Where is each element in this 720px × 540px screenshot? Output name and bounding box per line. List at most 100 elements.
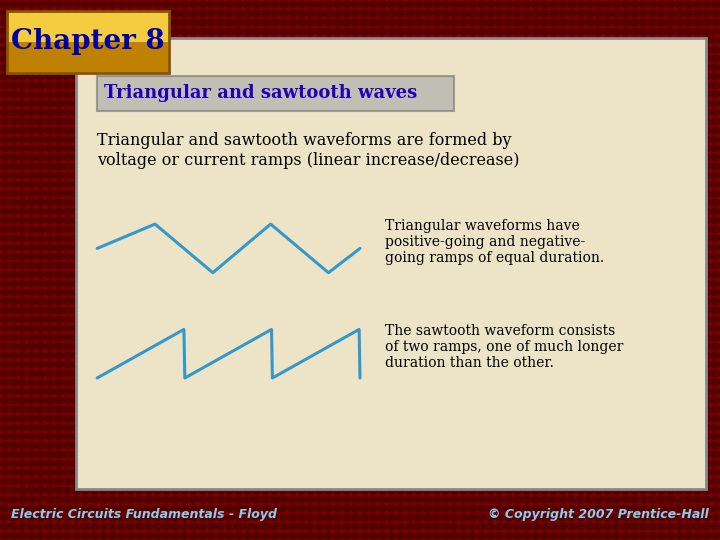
Circle shape — [171, 172, 180, 179]
Circle shape — [333, 172, 342, 179]
Circle shape — [288, 46, 297, 53]
Circle shape — [702, 343, 711, 350]
Circle shape — [594, 64, 603, 71]
Circle shape — [0, 379, 9, 386]
Circle shape — [360, 28, 369, 35]
Circle shape — [234, 163, 243, 170]
Circle shape — [126, 64, 135, 71]
Circle shape — [135, 244, 144, 251]
Circle shape — [216, 460, 225, 467]
Circle shape — [306, 217, 315, 224]
Circle shape — [468, 406, 477, 413]
Circle shape — [513, 127, 522, 134]
Circle shape — [0, 82, 9, 89]
Circle shape — [639, 154, 648, 161]
Circle shape — [216, 55, 225, 62]
Circle shape — [540, 397, 549, 404]
Circle shape — [234, 235, 243, 242]
Circle shape — [18, 172, 27, 179]
Circle shape — [261, 64, 270, 71]
Circle shape — [171, 217, 180, 224]
Circle shape — [216, 235, 225, 242]
Circle shape — [252, 487, 261, 494]
Circle shape — [162, 136, 171, 143]
Circle shape — [126, 388, 135, 395]
Circle shape — [612, 442, 621, 449]
Circle shape — [693, 388, 702, 395]
Circle shape — [486, 523, 495, 530]
Circle shape — [189, 415, 198, 422]
Circle shape — [369, 415, 378, 422]
Circle shape — [612, 424, 621, 431]
Circle shape — [306, 253, 315, 260]
Circle shape — [585, 316, 594, 323]
Circle shape — [396, 262, 405, 269]
Circle shape — [54, 145, 63, 152]
Circle shape — [378, 19, 387, 26]
Circle shape — [450, 73, 459, 80]
Circle shape — [54, 514, 63, 521]
Circle shape — [432, 388, 441, 395]
Circle shape — [513, 19, 522, 26]
Circle shape — [315, 370, 324, 377]
Circle shape — [117, 397, 126, 404]
Circle shape — [639, 307, 648, 314]
Circle shape — [342, 109, 351, 116]
Circle shape — [459, 136, 468, 143]
Circle shape — [684, 118, 693, 125]
Circle shape — [261, 127, 270, 134]
Circle shape — [630, 109, 639, 116]
Circle shape — [261, 523, 270, 530]
Circle shape — [324, 523, 333, 530]
Circle shape — [297, 100, 306, 107]
Circle shape — [657, 271, 666, 278]
Circle shape — [621, 514, 630, 521]
Circle shape — [135, 496, 144, 503]
Circle shape — [540, 244, 549, 251]
Circle shape — [396, 82, 405, 89]
Circle shape — [117, 370, 126, 377]
Circle shape — [621, 271, 630, 278]
Circle shape — [180, 190, 189, 197]
Circle shape — [558, 289, 567, 296]
Circle shape — [441, 217, 450, 224]
Circle shape — [594, 352, 603, 359]
Circle shape — [270, 100, 279, 107]
Circle shape — [531, 523, 540, 530]
Circle shape — [711, 316, 720, 323]
Circle shape — [108, 442, 117, 449]
Circle shape — [450, 244, 459, 251]
Circle shape — [36, 460, 45, 467]
Circle shape — [279, 109, 288, 116]
Circle shape — [351, 397, 360, 404]
Circle shape — [279, 10, 288, 17]
Circle shape — [648, 460, 657, 467]
Circle shape — [396, 226, 405, 233]
Circle shape — [207, 190, 216, 197]
Circle shape — [333, 388, 342, 395]
Circle shape — [603, 235, 612, 242]
Circle shape — [693, 109, 702, 116]
Circle shape — [432, 379, 441, 386]
Circle shape — [144, 388, 153, 395]
Circle shape — [279, 289, 288, 296]
Circle shape — [279, 181, 288, 188]
Circle shape — [531, 145, 540, 152]
Circle shape — [252, 415, 261, 422]
Circle shape — [576, 82, 585, 89]
Circle shape — [558, 55, 567, 62]
Circle shape — [207, 280, 216, 287]
Circle shape — [351, 226, 360, 233]
Circle shape — [243, 361, 252, 368]
Circle shape — [351, 388, 360, 395]
Circle shape — [90, 343, 99, 350]
Circle shape — [513, 118, 522, 125]
Circle shape — [666, 190, 675, 197]
Circle shape — [234, 145, 243, 152]
Circle shape — [648, 316, 657, 323]
Circle shape — [189, 136, 198, 143]
Circle shape — [126, 46, 135, 53]
Circle shape — [198, 262, 207, 269]
Circle shape — [477, 100, 486, 107]
Circle shape — [621, 451, 630, 458]
